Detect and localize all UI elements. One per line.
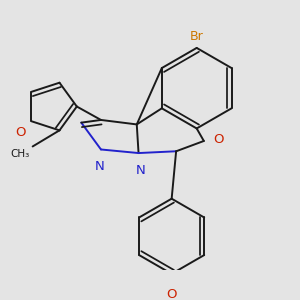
Text: O: O: [16, 126, 26, 139]
Text: O: O: [167, 288, 177, 300]
Text: N: N: [94, 160, 104, 173]
Text: Br: Br: [190, 29, 204, 43]
Text: CH₃: CH₃: [11, 149, 30, 159]
Text: O: O: [213, 133, 223, 146]
Text: N: N: [136, 164, 145, 177]
